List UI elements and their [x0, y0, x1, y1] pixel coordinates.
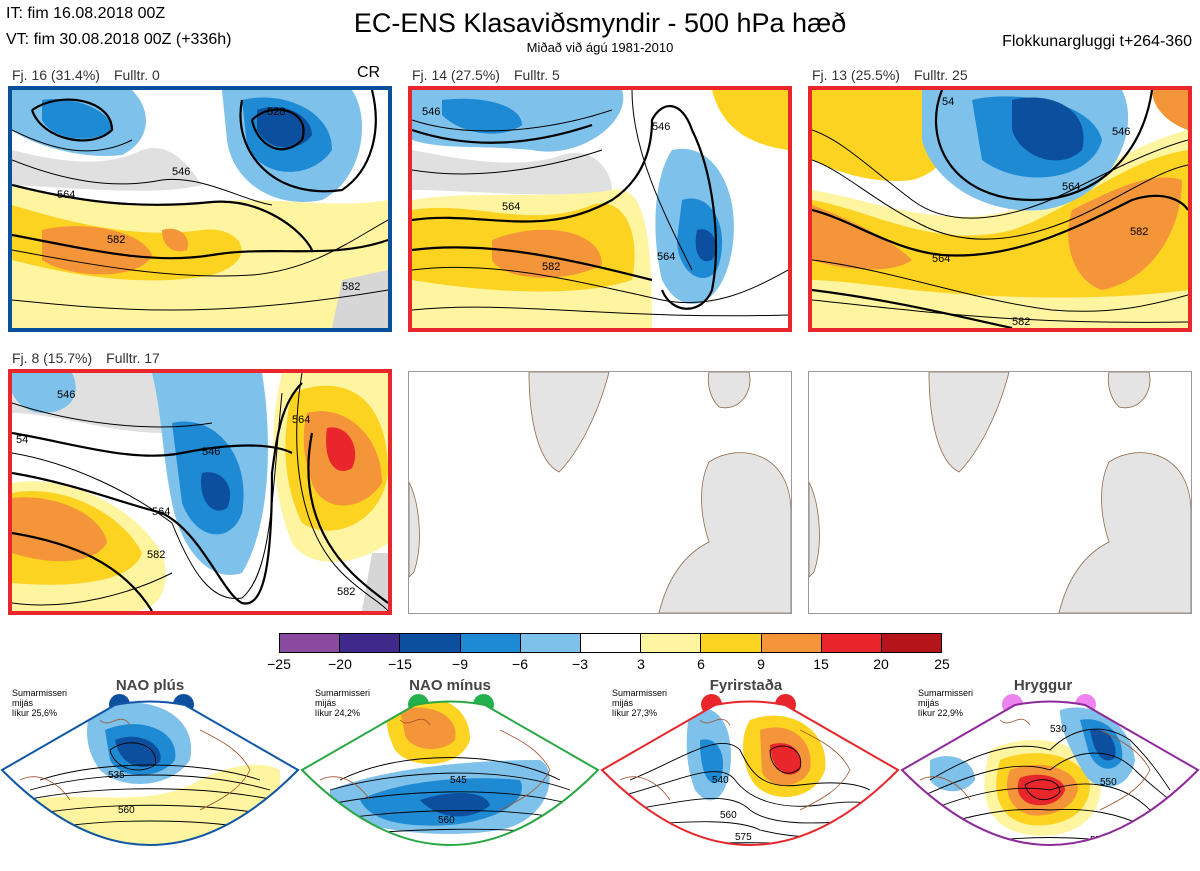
contour-label: 54	[16, 434, 28, 446]
cluster-2-member: Fulltr. 5	[513, 67, 560, 83]
contour-label: 564	[1062, 181, 1080, 193]
cluster-map-4: 546 54 546 564 564 582 582	[8, 369, 392, 615]
cluster-1-badge: CR	[357, 64, 381, 81]
cluster-1-name: Fj. 16 (31.4%)	[12, 67, 100, 83]
cluster-1-member: Fulltr. 0	[113, 67, 160, 83]
contour-label: 582	[342, 281, 360, 293]
colorbar-swatch	[881, 634, 942, 652]
contour-label: 564	[657, 251, 675, 263]
colorbar-tick: −3	[572, 656, 588, 672]
colorbar-tick: 20	[873, 656, 889, 672]
cluster-3-name: Fj. 13 (25.5%)	[812, 67, 900, 83]
contour-label: 582	[542, 261, 560, 273]
regime-note-2: Sumarmisseri mijás líkur 24,2%	[315, 688, 371, 718]
contour-label: 564	[502, 201, 520, 213]
colorbar-tick: 9	[757, 656, 765, 672]
regime-note-4: Sumarmisseri mijás líkur 22,9%	[918, 688, 974, 718]
cluster-label-3: Fj. 13 (25.5%) Fulltr. 25	[812, 67, 982, 83]
contour-label: 564	[152, 506, 170, 518]
contour-label: 528	[267, 106, 285, 118]
colorbar-tick: 6	[697, 656, 705, 672]
contour-label: 564	[57, 189, 75, 201]
cluster-4-name: Fj. 8 (15.7%)	[12, 350, 93, 366]
classification-window: Flokkunargluggi t+264-360	[1002, 33, 1192, 50]
contour-label: 546	[652, 121, 670, 133]
colorbar-tick: −9	[452, 656, 468, 672]
contour-label: 582	[147, 549, 165, 561]
contour-label: 582	[337, 586, 355, 598]
contour-label: 582	[1012, 316, 1030, 328]
cluster-map-2: 546 546 564 582 564	[408, 86, 792, 332]
contour-label: 546	[172, 166, 190, 178]
colorbar-tick: 25	[934, 656, 950, 672]
cluster-label-4: Fj. 8 (15.7%) Fulltr. 17	[12, 350, 174, 366]
cluster-map-1: 528 546 564 582 582	[8, 86, 392, 332]
contour-label: 546	[57, 389, 75, 401]
cluster-3-member: Fulltr. 25	[913, 67, 968, 83]
contour-label: 575	[735, 832, 752, 843]
regime-map-ridge: 530 550 575	[900, 700, 1200, 846]
cluster-label-1: Fj. 16 (31.4%) Fulltr. 0	[12, 67, 174, 83]
contour-label: 530	[1050, 724, 1067, 735]
colorbar-swatch	[641, 634, 702, 652]
colorbar-swatch	[340, 634, 401, 652]
valid-time: VT: fim 30.08.2018 00Z (+336h)	[6, 31, 232, 48]
regime-title-nao-minus: NAO mínus	[409, 677, 491, 694]
colorbar-tick: 3	[637, 656, 645, 672]
colorbar-tick: −25	[267, 656, 291, 672]
regime-map-blocking: 540 560 575	[600, 700, 900, 846]
contour-label: 575	[448, 853, 465, 864]
contour-label: 546	[422, 106, 440, 118]
page-title: EC-ENS Klasaviðsmyndir - 500 hPa hæð	[353, 8, 847, 38]
contour-label: 582	[107, 234, 125, 246]
regime-title-blocking: Fyrirstaða	[709, 677, 783, 694]
contour-label: 54	[942, 96, 954, 108]
cluster-4-member: Fulltr. 17	[106, 350, 160, 366]
colorbar-swatch	[761, 634, 822, 652]
page-subtitle: Miðað við ágú 1981-2010	[526, 40, 674, 55]
contour-label: 560	[720, 810, 737, 821]
colorbar-swatch	[400, 634, 461, 652]
colorbar-swatch	[701, 634, 762, 652]
colorbar-swatch	[821, 634, 882, 652]
regime-title-ridge: Hryggur	[1013, 677, 1073, 694]
colorbar	[279, 633, 942, 653]
colorbar-tick: 15	[813, 656, 829, 672]
colorbar-tick: −20	[328, 656, 352, 672]
contour-label: 582	[1130, 226, 1148, 238]
contour-label: 540	[712, 775, 729, 786]
empty-map-panel-2	[808, 371, 1192, 614]
contour-label: 560	[118, 805, 135, 816]
colorbar-tick: −15	[388, 656, 412, 672]
regime-title-nao-plus: NAO plús	[115, 677, 185, 694]
contour-label: 546	[1112, 126, 1130, 138]
contour-label: 564	[292, 414, 310, 426]
empty-map-panel-1	[408, 371, 792, 614]
contour-label: 535	[108, 770, 125, 781]
colorbar-tick: −6	[512, 656, 528, 672]
regime-map-nao-minus: 545 560 575	[300, 700, 600, 864]
contour-label: 546	[202, 446, 220, 458]
colorbar-swatch	[460, 634, 521, 652]
contour-label: 545	[450, 775, 467, 786]
cluster-map-3: 54 546 564 564 582 582	[808, 86, 1192, 332]
cluster-2-name: Fj. 14 (27.5%)	[412, 67, 500, 83]
regime-map-nao-plus: 535 560	[0, 700, 300, 846]
contour-label: 550	[1100, 777, 1117, 788]
contour-label: 564	[932, 253, 950, 265]
colorbar-swatch	[580, 634, 642, 652]
initial-time: IT: fim 16.08.2018 00Z	[6, 5, 166, 22]
regime-note-3: Sumarmisseri mijás líkur 27,3%	[612, 688, 668, 718]
cluster-label-2: Fj. 14 (27.5%) Fulltr. 5	[412, 67, 574, 83]
colorbar-swatch	[520, 634, 581, 652]
contour-label: 560	[438, 815, 455, 826]
regime-note-1: Sumarmisseri mijás líkur 25,6%	[12, 688, 68, 718]
colorbar-swatch	[280, 634, 341, 652]
